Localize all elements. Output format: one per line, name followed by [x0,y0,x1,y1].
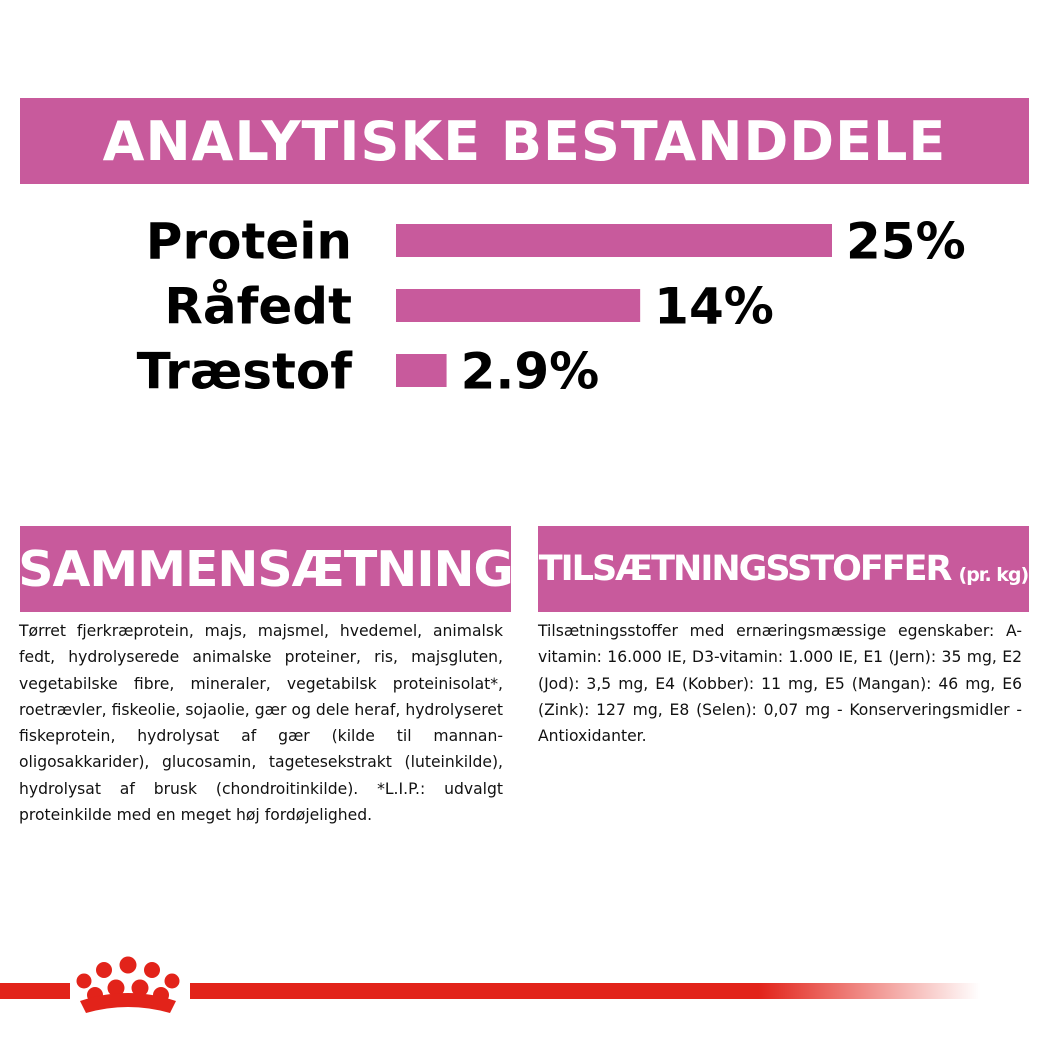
analytics-bar-chart: Protein 25% Råfedt 14% Træstof 2.9% [137,213,966,401]
additives-unit: (pr. kg) [958,564,1029,586]
composition-title: SAMMENSÆTNING [20,540,511,598]
category-label-2: Træstof [137,343,354,401]
value-label-1: 14% [654,278,774,336]
additives-title: TILSÆTNINGSSTOFFER [538,549,953,589]
category-label-0: Protein [146,213,352,271]
royal-crown-logo-icon [76,956,180,1013]
composition-text: Tørret fjerkræprotein, majs, majsmel, hv… [19,622,503,825]
bar-2 [396,354,447,387]
additives-banner: TILSÆTNINGSSTOFFER (pr. kg) [538,526,1029,612]
value-label-0: 25% [846,213,966,271]
composition-banner: SAMMENSÆTNING [20,526,511,612]
bar-1 [396,289,641,322]
analytics-title: ANALYTISKE BESTANDDELE [102,109,947,173]
bar-0 [396,224,832,257]
additives-text: Tilsætningsstoffer med ernæringsmæssige … [538,622,1022,746]
footer-brand-stripe [0,956,980,1013]
category-label-1: Råfedt [164,278,352,336]
value-label-2: 2.9% [461,343,600,401]
analytics-banner: ANALYTISKE BESTANDDELE [20,98,1029,184]
